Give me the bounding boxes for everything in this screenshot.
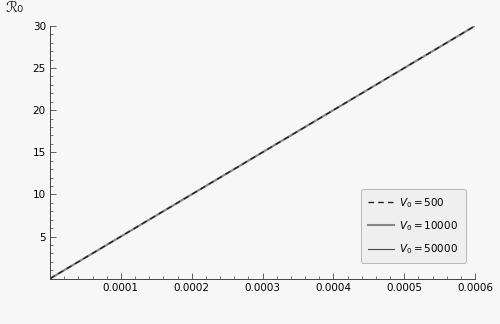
Legend: $V_0=500$, $V_0=10000$, $V_0=50000$: $V_0=500$, $V_0=10000$, $V_0=50000$ [360, 189, 466, 263]
Text: ℛ₀: ℛ₀ [6, 0, 24, 15]
